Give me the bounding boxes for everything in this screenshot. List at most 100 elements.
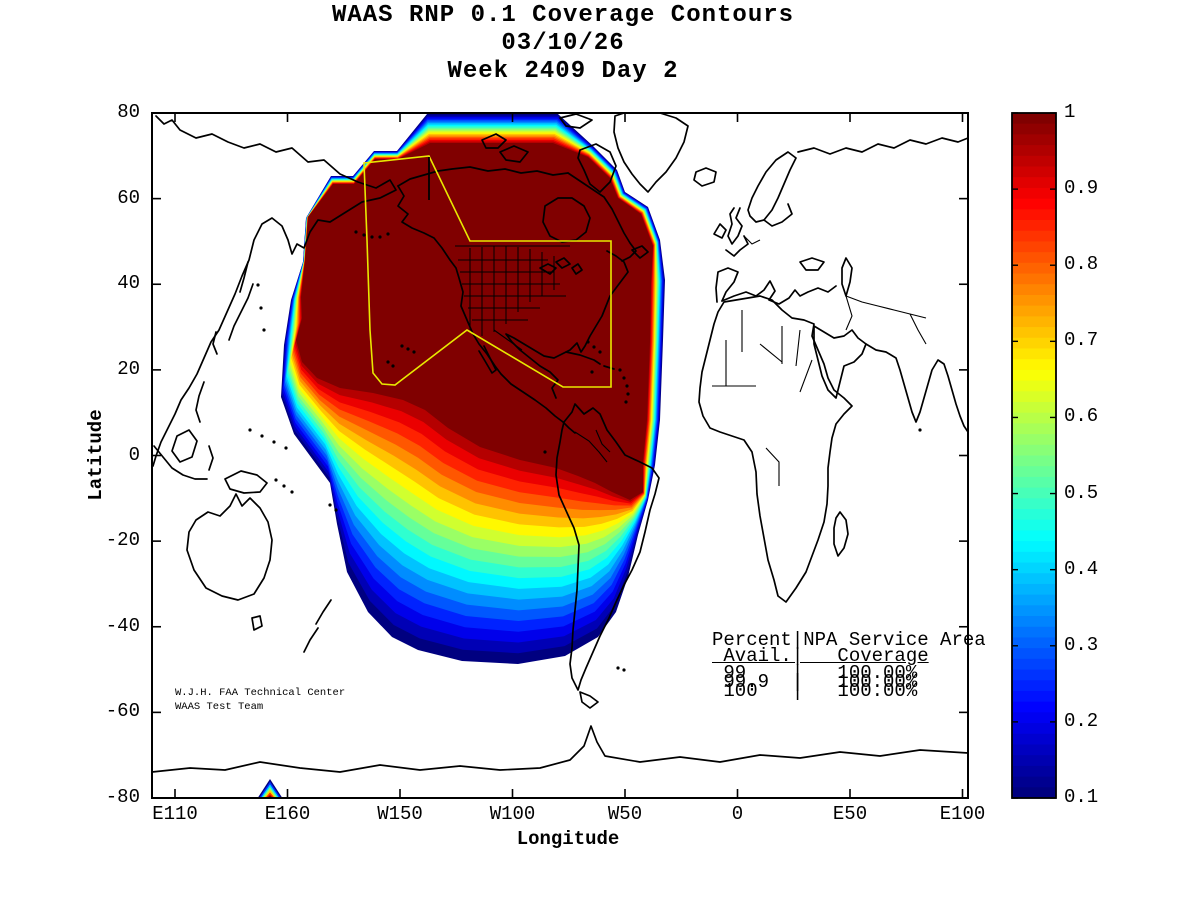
colorbar-band <box>1012 712 1056 724</box>
island-dot <box>918 428 922 432</box>
coastline <box>613 112 689 193</box>
colorbar-band <box>1012 166 1056 178</box>
island-dot <box>625 384 629 388</box>
colorbar-band <box>1012 680 1056 692</box>
colorbar-tick-label: 0.6 <box>1064 405 1099 428</box>
colorbar-tick-label: 0.7 <box>1064 329 1099 352</box>
island-dot <box>622 668 626 672</box>
coastline <box>251 615 263 631</box>
colorbar-band <box>1012 498 1056 510</box>
colorbar-band <box>1012 145 1056 157</box>
colorbar-band <box>1012 412 1056 424</box>
colorbar-band <box>1012 626 1056 639</box>
colorbar-band <box>1012 562 1056 574</box>
colorbar-band <box>1012 616 1056 628</box>
coastline <box>171 429 198 463</box>
island-dot <box>598 350 602 354</box>
colorbar-band <box>1012 755 1056 767</box>
chart-date: 03/10/26 <box>501 30 625 57</box>
coastline <box>559 113 593 129</box>
coastline <box>153 445 208 480</box>
y-tick-label: -20 <box>105 529 140 552</box>
y-tick-label: 80 <box>117 101 140 123</box>
island-dot <box>274 478 278 482</box>
island-dot <box>284 446 288 450</box>
island-dot <box>282 484 286 488</box>
coastline <box>841 257 853 297</box>
colorbar-band <box>1012 187 1056 200</box>
y-tick-label: 0 <box>128 443 140 466</box>
island-dot <box>543 450 547 454</box>
colorbar-band <box>1012 466 1056 478</box>
colorbar-band <box>1012 637 1056 649</box>
colorbar-band <box>1012 220 1056 232</box>
coastline <box>579 691 599 709</box>
credit-line-2: WAAS Test Team <box>175 701 264 713</box>
island-dot <box>400 344 404 348</box>
country-border <box>795 329 801 367</box>
colorbar-tick-label: 0.8 <box>1064 253 1099 276</box>
coastline <box>721 280 837 305</box>
colorbar-tick-label: 1 <box>1064 101 1076 123</box>
contour-band <box>296 143 653 500</box>
island-dot <box>592 345 596 349</box>
country-border <box>765 447 780 486</box>
island-dot <box>362 233 366 237</box>
colorbar-band <box>1012 252 1056 264</box>
service-area-table-line: 99.9 | 100.00% <box>712 671 918 693</box>
island-dot <box>272 440 276 444</box>
coastline <box>152 115 397 467</box>
colorbar-band <box>1012 262 1056 275</box>
coastline <box>715 267 739 303</box>
country-border <box>743 235 761 245</box>
coastline <box>542 197 591 243</box>
island-dot <box>386 232 390 236</box>
island-dot <box>256 283 260 287</box>
coastline <box>481 133 507 149</box>
colorbar-band <box>1012 198 1056 210</box>
island-dot <box>354 230 358 234</box>
x-axis-label: Longitude <box>516 828 620 850</box>
colorbar-band <box>1012 155 1056 168</box>
island-dot <box>626 392 630 396</box>
island-dot <box>248 428 252 432</box>
coastline <box>478 345 497 374</box>
x-tick-label: E110 <box>152 803 198 825</box>
island-dot <box>378 235 382 239</box>
y-tick-label: 20 <box>117 357 140 380</box>
coastline <box>151 725 969 773</box>
island-dot <box>259 306 263 310</box>
country-border <box>574 431 608 463</box>
colorbar-tick-label: 0.2 <box>1064 709 1099 732</box>
colorbar-band <box>1012 594 1056 606</box>
coastline <box>397 166 569 187</box>
colorbar-band <box>1012 284 1056 296</box>
colorbar-band <box>1012 487 1056 499</box>
colorbar-band <box>1012 583 1056 596</box>
island-dot <box>586 340 590 344</box>
coastline <box>565 351 601 365</box>
colorbar-band <box>1012 776 1056 788</box>
colorbar-tick-label: 0.5 <box>1064 481 1099 504</box>
island-dot <box>622 376 626 380</box>
coastline <box>315 599 332 625</box>
colorbar-band <box>1012 123 1056 136</box>
colorbar-band <box>1012 348 1056 360</box>
colorbar-band <box>1012 530 1056 542</box>
colorbar-band <box>1012 658 1056 671</box>
colorbar-frame <box>1011 112 1057 799</box>
coastline <box>799 257 825 271</box>
x-tick-label: W150 <box>377 803 423 825</box>
y-tick-label: -60 <box>105 700 140 723</box>
island-dot <box>590 370 594 374</box>
coastline <box>555 403 660 691</box>
island-dot <box>616 666 620 670</box>
island-dot <box>412 350 416 354</box>
colorbar-band <box>1012 476 1056 489</box>
coastline <box>239 261 249 293</box>
y-tick-label: 60 <box>117 186 140 209</box>
island-dot <box>391 364 395 368</box>
coastline <box>555 257 571 269</box>
x-tick-label: 0 <box>731 803 744 825</box>
x-tick-label: W50 <box>607 803 643 825</box>
